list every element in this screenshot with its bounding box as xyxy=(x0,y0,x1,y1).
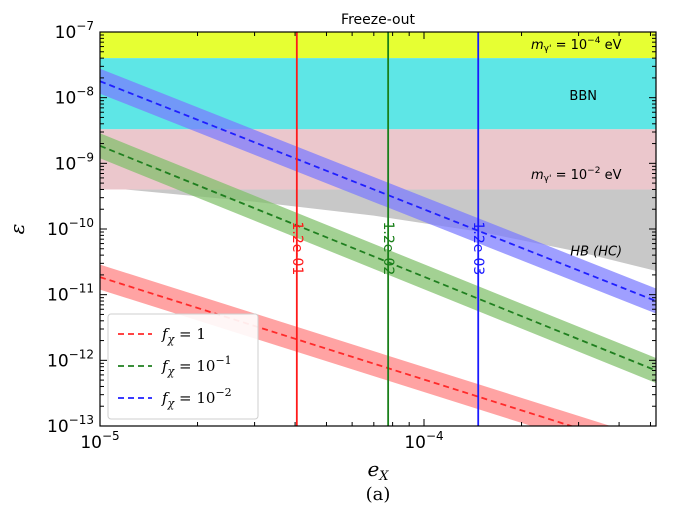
x-tick-label-0: 10−5 xyxy=(80,429,119,453)
labels-layer: 10−5 10−4 10−7 10−8 10−9 10−10 10−11 10−12 10−13… xyxy=(5,12,444,505)
legend-label-0: fχ = 1 xyxy=(161,325,206,346)
y-tick-label-5: 10−12 xyxy=(47,347,94,371)
figure-caption: (a) xyxy=(366,484,391,505)
vertical-line-label-1: 1.2e-02 xyxy=(380,222,396,276)
x-axis-label: eX xyxy=(367,457,389,484)
y-axis-label: ε xyxy=(5,224,29,235)
hb-region xyxy=(100,189,656,271)
axes-frame xyxy=(99,31,657,427)
legend-label-2: fχ = 10−2 xyxy=(161,386,232,410)
region-label-2: mγ' = 10−2 eV xyxy=(531,166,622,184)
y-tick-label-6: 10−13 xyxy=(47,413,94,437)
x-tick-label-1: 10−4 xyxy=(404,429,443,453)
series-band-1 xyxy=(100,133,656,384)
vertical-line-label-2: 1.2e-03 xyxy=(470,222,486,276)
region-label-0: mγ' = 10−4 eV xyxy=(531,36,622,54)
vertical-line-label-0: 1.2e-01 xyxy=(289,222,305,276)
series-line-0 xyxy=(100,276,575,426)
legend: fχ = 1 fχ = 10−1 fχ = 10−2 xyxy=(107,313,259,420)
region-label-1: BBN xyxy=(569,89,597,104)
y-tick-label-0: 10−7 xyxy=(55,19,94,43)
y-tick-label-1: 10−8 xyxy=(55,85,94,109)
region-label-3: HB (HC) xyxy=(570,244,622,259)
y-tick-label-4: 10−11 xyxy=(47,282,94,306)
y-tick-label-2: 10−9 xyxy=(55,150,94,174)
series-band-2 xyxy=(100,68,656,314)
y-tick-label-3: 10−10 xyxy=(47,216,94,240)
legend-box xyxy=(107,313,259,420)
series-band-0 xyxy=(100,264,611,426)
legend-label-1: fχ = 10−1 xyxy=(161,354,232,378)
region-yellow xyxy=(100,32,656,59)
plot-area: 1.2e-01 1.2e-02 1.2e-03 mγ' = 10−4 eV BBN mγ'… xyxy=(100,32,656,426)
chart-title: Freeze-out xyxy=(341,12,415,28)
